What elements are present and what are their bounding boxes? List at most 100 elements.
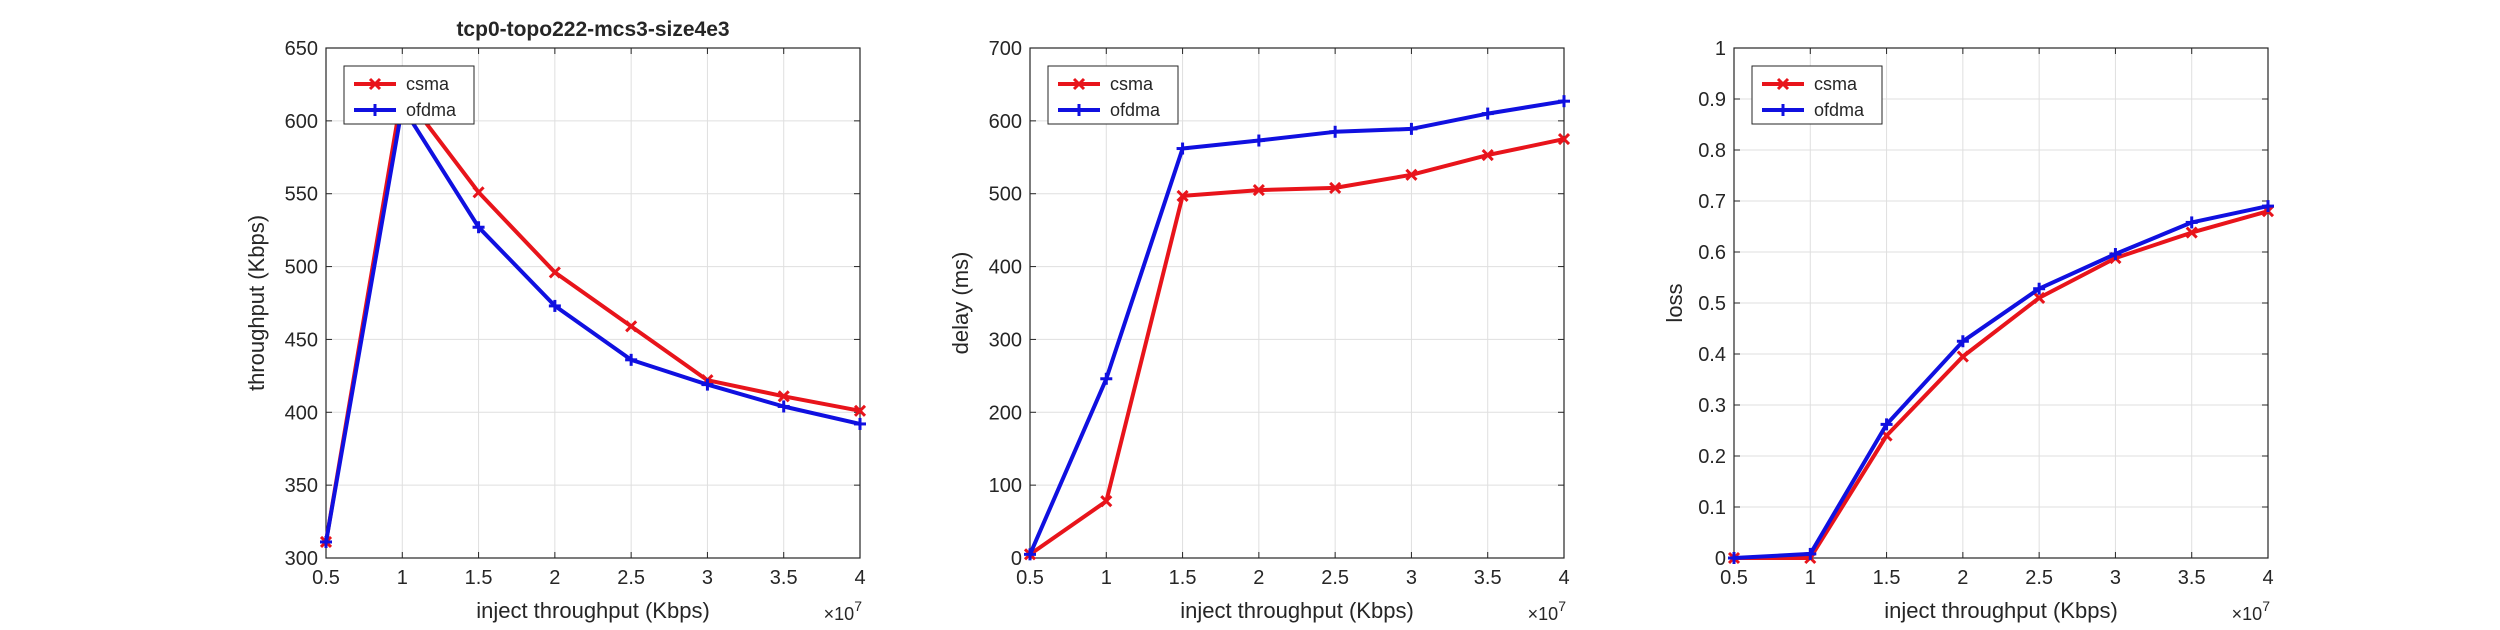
y-tick-label: 400: [989, 257, 1022, 279]
legend-entry-ofdma: ofdma: [1762, 100, 1865, 120]
x-tick-label: 1.5: [1873, 567, 1901, 589]
x-axis-label: inject throughput (Kbps): [1884, 598, 2118, 623]
y-axis-label: throughput (Kbps): [244, 215, 269, 391]
data-point-csma: [472, 186, 485, 199]
x-tick-label: 4: [2262, 567, 2273, 589]
y-tick-label: 650: [285, 38, 318, 60]
y-tick-label: 300: [989, 329, 1022, 351]
y-tick-label: 100: [989, 475, 1022, 497]
y-axis-label: loss: [1662, 283, 1687, 322]
y-tick-label: 450: [285, 329, 318, 351]
data-point-ofdma: [1956, 335, 1969, 348]
x-tick-label: 4: [1558, 567, 1569, 589]
x-axis-label: inject throughput (Kbps): [476, 598, 710, 623]
x-exponent-label: ×107: [824, 598, 863, 624]
data-point-csma: [1329, 181, 1342, 194]
legend-label-ofdma: ofdma: [1814, 100, 1865, 120]
x-exponent-label: ×107: [1528, 598, 1567, 624]
legend-marker: [1776, 77, 1790, 91]
data-point-csma: [1405, 168, 1418, 181]
y-tick-label: 200: [989, 402, 1022, 424]
data-point-ofdma: [1880, 418, 1893, 431]
data-point-csma: [1557, 133, 1571, 146]
data-point-ofdma: [472, 221, 485, 234]
y-tick-label: 400: [285, 402, 318, 424]
series-line-ofdma: [1028, 99, 1565, 556]
chart-title: tcp0-topo222-mcs3-size4e3: [456, 18, 729, 41]
series-csma: [1023, 133, 1571, 561]
data-point-ofdma: [854, 417, 866, 430]
ticks: 0.5 1 1.5 2 2.5 3 3.5 4 0 100 200 300 400 500 600 700: [989, 38, 1570, 589]
data-point-ofdma: [1728, 552, 1740, 564]
y-tick-label: 0.1: [1698, 497, 1726, 519]
y-tick-label: 0.6: [1698, 242, 1726, 264]
y-tick-label: 600: [989, 111, 1022, 133]
x-tick-label: 3.5: [2178, 567, 2206, 589]
series-line-csma: [1734, 209, 2269, 560]
chart-panel-1: 0.5 1 1.5 2 2.5 3 3.5 4 300 350 400 450 500 550 600 650…: [244, 18, 867, 624]
series-line-ofdma: [1733, 204, 2269, 560]
y-tick-label: 0.4: [1698, 344, 1726, 366]
legend-entry-csma: csma: [1058, 74, 1154, 94]
y-axis-label: delay (ms): [948, 252, 973, 355]
x-exponent-label: ×107: [2232, 598, 2271, 624]
data-point-ofdma: [1329, 125, 1342, 138]
series-line-ofdma: [324, 104, 861, 543]
x-exponent-base: ×10: [1528, 604, 1559, 624]
data-point-ofdma: [1481, 107, 1494, 120]
x-tick-label: 3: [702, 567, 713, 589]
series-line-csma: [1028, 137, 1565, 557]
data-point-csma: [1956, 350, 1969, 363]
y-tick-label: 1: [1715, 38, 1726, 60]
legend-label-csma: csma: [1110, 74, 1154, 94]
data-point-ofdma: [548, 299, 561, 312]
x-axis-label: inject throughput (Kbps): [1180, 598, 1414, 623]
data-point-ofdma: [1558, 95, 1570, 108]
data-point-csma: [1252, 184, 1265, 197]
legend-label-ofdma: ofdma: [1110, 100, 1161, 120]
x-tick-label: 4: [854, 567, 865, 589]
x-tick-label: 0.5: [1720, 567, 1748, 589]
legend-entry-csma: csma: [354, 74, 450, 94]
x-tick-label: 2: [1253, 567, 1264, 589]
data-point-ofdma: [1252, 134, 1265, 147]
plot-area: [326, 48, 860, 558]
data-point-csma: [777, 390, 790, 403]
chart-panel-3: 0.5 1 1.5 2 2.5 3 3.5 4 0 0.1 0.2 0.3 0.4 0.5 0.6 0.7 0.…: [1662, 38, 2275, 624]
plot-area: [1030, 48, 1564, 558]
data-point-csma: [1100, 495, 1113, 508]
x-exponent-power: 7: [1558, 598, 1566, 614]
ticks: 0.5 1 1.5 2 2.5 3 3.5 4 0 0.1 0.2 0.3 0.4 0.5 0.6 0.7 0.…: [1698, 38, 2273, 589]
chart-panel-2: 0.5 1 1.5 2 2.5 3 3.5 4 0 100 200 300 400 500 600 700 ×1…: [948, 38, 1571, 624]
y-tick-label: 0.8: [1698, 140, 1726, 162]
legend-box: [343, 65, 475, 125]
data-point-csma: [1176, 189, 1189, 202]
y-tick-label: 0.9: [1698, 89, 1726, 111]
x-tick-label: 0.5: [1016, 567, 1044, 589]
y-tick-label: 500: [989, 184, 1022, 206]
legend-label-ofdma: ofdma: [406, 100, 457, 120]
legend: csma ofdma: [1047, 65, 1179, 125]
data-point-csma: [548, 266, 561, 279]
y-tick-label: 300: [285, 548, 318, 570]
x-tick-label: 1.5: [465, 567, 493, 589]
x-tick-label: 1.5: [1169, 567, 1197, 589]
x-tick-label: 1: [397, 567, 408, 589]
y-tick-label: 0: [1011, 548, 1022, 570]
data-point-ofdma: [1804, 547, 1817, 560]
legend-label-csma: csma: [406, 74, 450, 94]
x-exponent-base: ×10: [824, 604, 855, 624]
x-tick-label: 3: [2110, 567, 2121, 589]
x-tick-label: 2: [1957, 567, 1968, 589]
data-point-ofdma: [1176, 142, 1189, 155]
data-point-ofdma: [320, 535, 332, 548]
y-tick-label: 0.7: [1698, 191, 1726, 213]
y-tick-label: 0: [1715, 548, 1726, 570]
y-tick-label: 550: [285, 184, 318, 206]
axes-box: [325, 47, 861, 559]
y-tick-label: 600: [285, 111, 318, 133]
legend-label-csma: csma: [1814, 74, 1858, 94]
legend-box: [1751, 65, 1883, 125]
